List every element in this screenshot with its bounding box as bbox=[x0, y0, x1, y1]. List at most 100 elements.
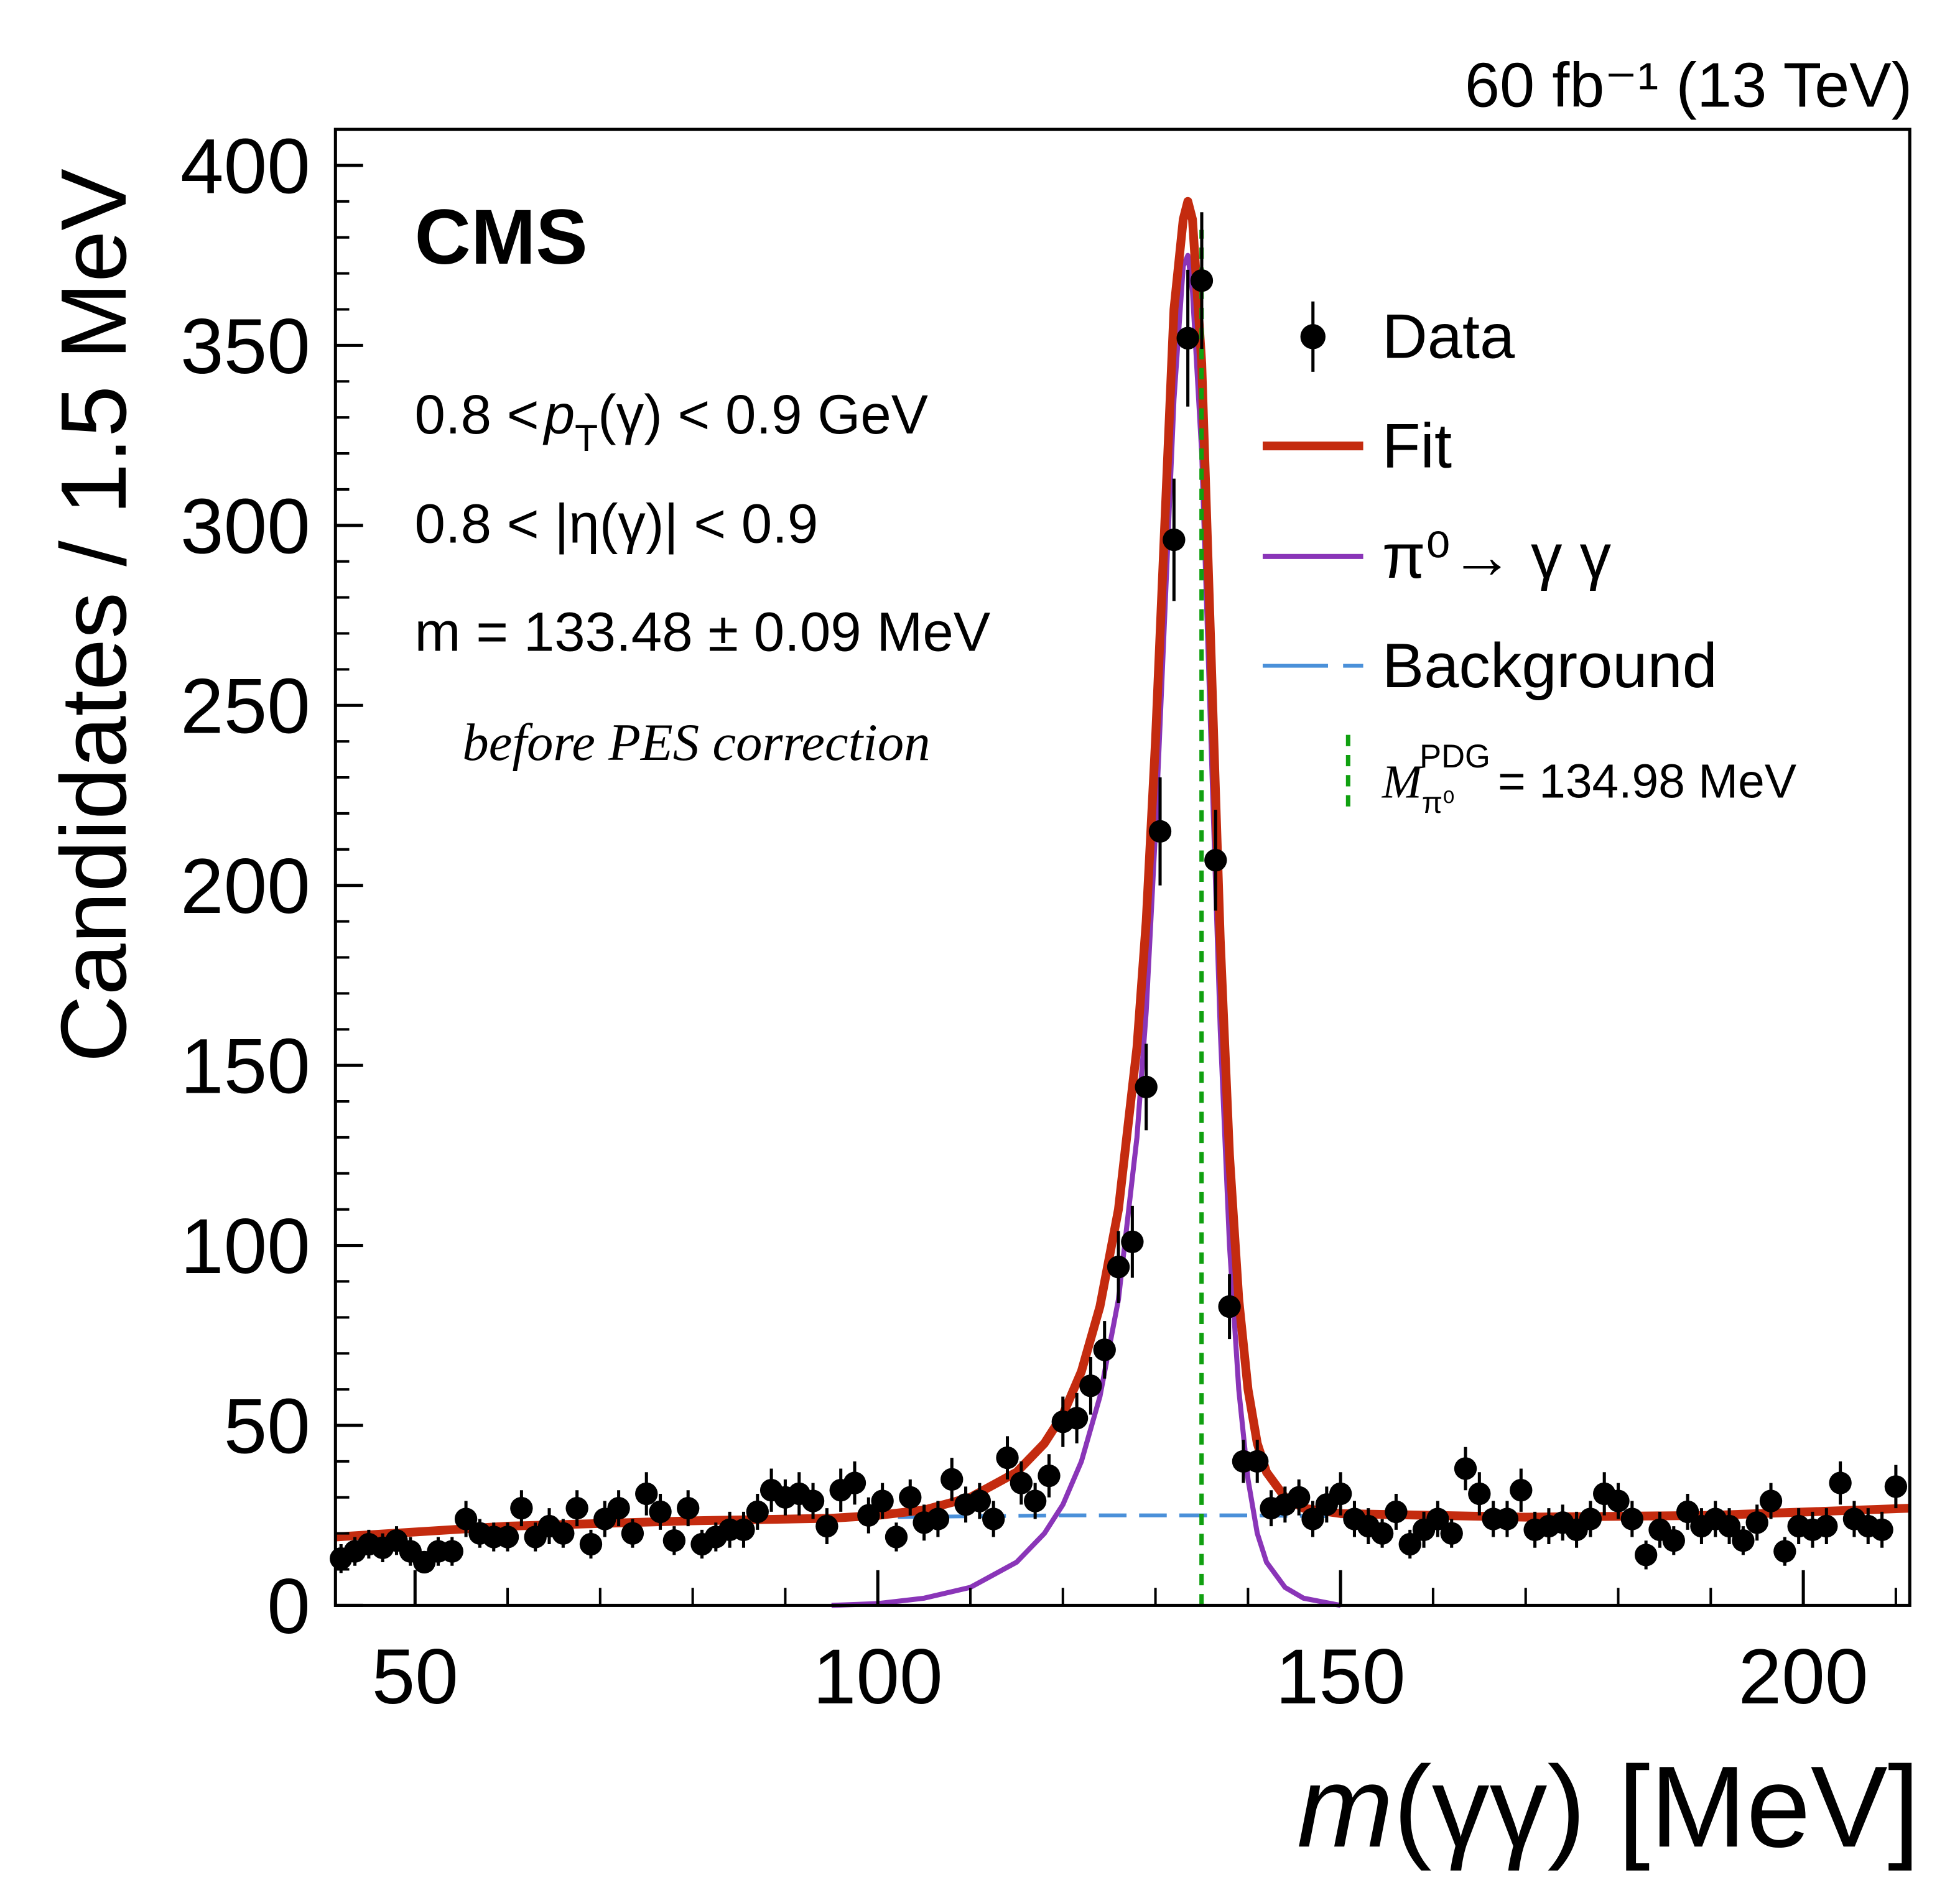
data-point bbox=[510, 1496, 533, 1520]
data-point bbox=[1620, 1507, 1644, 1530]
pt-annotation: 0.8 < pT(γ) < 0.9 GeV bbox=[415, 384, 929, 459]
y-tick-label: 250 bbox=[180, 663, 310, 750]
data-point bbox=[1773, 1540, 1796, 1563]
data-point bbox=[1495, 1507, 1519, 1530]
mass-annotation: m = 133.48 ± 0.09 MeV bbox=[415, 601, 991, 662]
data-point bbox=[440, 1540, 463, 1563]
data-point bbox=[1426, 1507, 1449, 1530]
data-point bbox=[1010, 1471, 1033, 1494]
data-point bbox=[1607, 1489, 1630, 1512]
data-point bbox=[982, 1507, 1005, 1530]
data-point bbox=[1038, 1464, 1061, 1488]
data-point bbox=[1163, 528, 1186, 552]
data-point bbox=[1023, 1489, 1047, 1512]
pt-sub: T bbox=[575, 417, 598, 459]
x-axis-label: m(γγ) [MeV] bbox=[1297, 1743, 1920, 1871]
data-point bbox=[1717, 1514, 1741, 1538]
plot-area bbox=[330, 197, 1910, 1608]
data-point bbox=[677, 1496, 700, 1520]
data-point bbox=[1440, 1522, 1463, 1545]
data-point bbox=[968, 1489, 992, 1512]
data-point bbox=[649, 1500, 672, 1524]
data-point bbox=[899, 1486, 922, 1509]
pdg-symbol: M bbox=[1382, 756, 1424, 808]
data-point bbox=[1829, 1471, 1852, 1494]
data-point bbox=[1454, 1457, 1477, 1480]
pt-left: 0.8 < bbox=[415, 384, 539, 445]
data-point bbox=[1870, 1518, 1893, 1542]
data-point bbox=[1288, 1486, 1311, 1509]
data-point bbox=[565, 1496, 588, 1520]
series-line bbox=[831, 252, 1341, 1608]
data-point bbox=[1732, 1529, 1755, 1552]
data-point bbox=[801, 1489, 825, 1512]
legend-marker bbox=[1300, 324, 1326, 350]
data-point bbox=[1204, 848, 1227, 872]
data-point bbox=[1079, 1374, 1102, 1397]
x-tick-label: 100 bbox=[813, 1633, 943, 1720]
experiment-label: CMS bbox=[415, 193, 588, 280]
data-point bbox=[1579, 1507, 1602, 1530]
data-point bbox=[635, 1482, 658, 1506]
y-tick-label: 0 bbox=[267, 1563, 310, 1650]
pdg-legend-label: Mπ⁰ PDG = 134.98 MeV bbox=[1382, 738, 1796, 820]
legend: Data Fit π⁰→ γ γ Background bbox=[1262, 301, 1717, 814]
data-point bbox=[926, 1507, 950, 1530]
y-tick-label: 150 bbox=[180, 1023, 310, 1110]
data-point bbox=[607, 1496, 630, 1520]
pdg-sub: π⁰ bbox=[1422, 786, 1455, 820]
data-point bbox=[1190, 269, 1214, 292]
data-point bbox=[1662, 1529, 1685, 1552]
pdg-text: = 134.98 MeV bbox=[1498, 756, 1796, 808]
data-point bbox=[871, 1489, 894, 1512]
y-tick-label: 300 bbox=[180, 483, 310, 570]
data-point bbox=[815, 1514, 838, 1538]
data-point bbox=[746, 1500, 769, 1524]
data-point bbox=[1759, 1489, 1783, 1512]
data-point bbox=[1634, 1544, 1658, 1567]
y-tick-label: 350 bbox=[180, 303, 310, 390]
data-point bbox=[496, 1526, 519, 1549]
data-point bbox=[996, 1446, 1019, 1470]
y-tick-label: 50 bbox=[224, 1382, 310, 1470]
data-point bbox=[1301, 1507, 1324, 1530]
x-axis-text: (γγ) [MeV] bbox=[1393, 1743, 1920, 1871]
data-point bbox=[1676, 1500, 1699, 1524]
data-point bbox=[1385, 1500, 1408, 1524]
data-point bbox=[1135, 1075, 1158, 1099]
data-point bbox=[1745, 1511, 1768, 1534]
data-point bbox=[1121, 1230, 1144, 1253]
y-tick-label: 100 bbox=[180, 1203, 310, 1290]
data-point bbox=[552, 1522, 575, 1545]
data-point bbox=[1107, 1256, 1130, 1279]
data-point bbox=[1815, 1514, 1838, 1538]
data-point bbox=[1329, 1482, 1352, 1506]
data-point bbox=[941, 1468, 964, 1491]
data-point bbox=[1218, 1295, 1241, 1318]
legend-label: Fit bbox=[1382, 411, 1452, 481]
data-point bbox=[732, 1518, 755, 1542]
x-tick-label: 150 bbox=[1276, 1633, 1406, 1720]
data-point bbox=[1176, 326, 1199, 350]
data-point bbox=[1246, 1450, 1269, 1473]
data-point bbox=[621, 1522, 644, 1545]
legend-label: π⁰→ γ γ bbox=[1382, 522, 1612, 591]
y-tick-label: 400 bbox=[180, 123, 310, 210]
x-tick-label: 50 bbox=[372, 1633, 458, 1720]
data-point bbox=[1093, 1338, 1116, 1361]
y-tick-label: 200 bbox=[180, 843, 310, 930]
x-axis-symbol: m bbox=[1297, 1743, 1393, 1871]
pt-right: (γ) < 0.9 GeV bbox=[598, 384, 928, 445]
top-label: 60 fb⁻¹ (13 TeV) bbox=[1465, 51, 1912, 121]
data-point bbox=[454, 1507, 478, 1530]
data-point bbox=[857, 1504, 880, 1527]
legend-label: Data bbox=[1382, 302, 1515, 372]
data-point bbox=[1884, 1475, 1908, 1498]
data-point bbox=[1510, 1479, 1533, 1502]
pt-symbol: p bbox=[542, 384, 575, 445]
data-point bbox=[1468, 1482, 1491, 1506]
data-point bbox=[843, 1471, 866, 1494]
axes-frame bbox=[333, 127, 1911, 1607]
